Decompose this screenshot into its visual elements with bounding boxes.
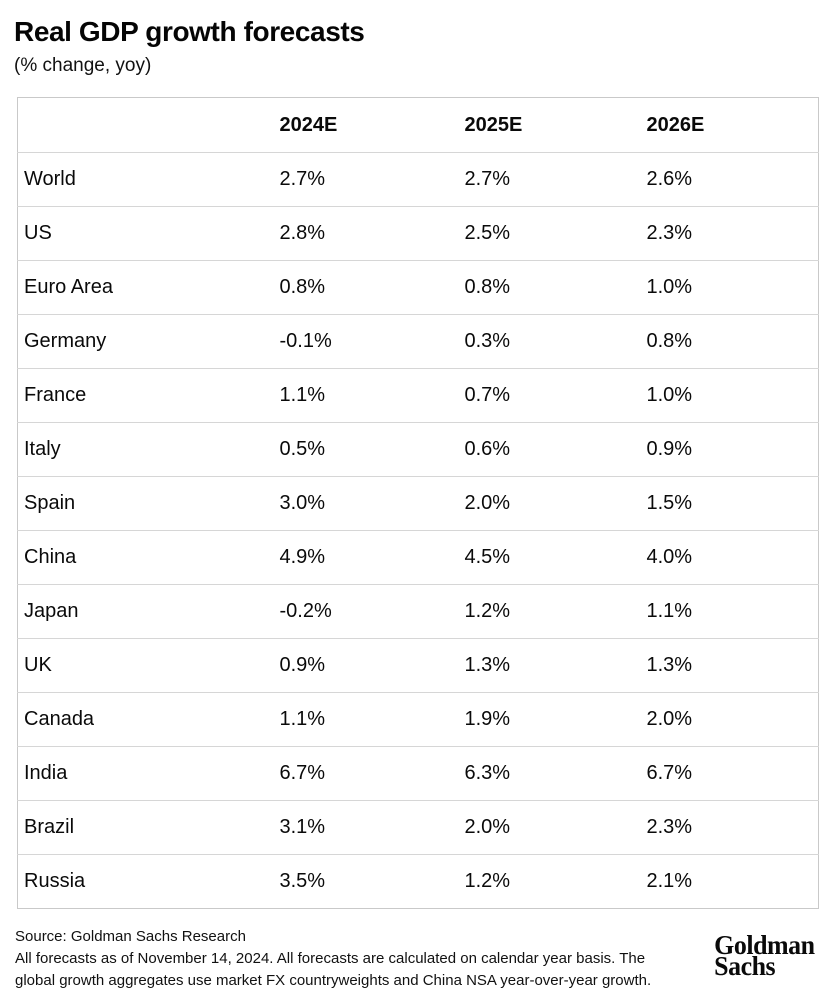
cell-2025e: 1.2% [464, 870, 511, 892]
source-line: Source: Goldman Sachs Research [15, 928, 246, 945]
table-row: India 6.7% 6.3% 6.7% [17, 746, 819, 801]
table-row: Italy 0.5% 0.6% 0.9% [17, 422, 819, 477]
row-label: Germany [17, 314, 274, 369]
table-row: France 1.1% 0.7% 1.0% [17, 368, 819, 423]
page-subtitle: (% change, yoy) [14, 55, 152, 76]
cell-2024e: 0.5% [273, 422, 459, 477]
cell-2026e: 2.3% [640, 800, 819, 855]
row-label: France [17, 368, 274, 423]
goldman-sachs-logo: Goldman Sachs [714, 930, 816, 981]
cell-2025e: 1.3% [458, 638, 641, 693]
cell-2026e: 2.0% [640, 692, 819, 747]
page-title: Real GDP growth forecasts [14, 16, 365, 47]
table-row: China 4.9% 4.5% 4.0% [17, 530, 819, 585]
column-header-2026e: 2026E [640, 97, 819, 153]
table-row: Spain 3.0% 2.0% 1.5% [17, 476, 819, 531]
cell-2025e: 0.3% [458, 314, 641, 369]
cell-2024e: 2.8% [273, 206, 459, 261]
cell-2026e: 6.7% [640, 746, 819, 801]
table-row: Euro Area 0.8% 0.8% 1.0% [17, 260, 819, 315]
table-row: Brazil 3.1% 2.0% 2.3% [17, 800, 819, 855]
row-label: Spain [17, 476, 274, 531]
cell-2024e: 0.8% [273, 260, 459, 315]
gdp-forecast-table: 2024E 2025E 2026E World 2.7% 2.7% 2.6% U… [17, 97, 819, 909]
cell-2026e: 2.1% [646, 870, 693, 892]
cell-2025e: 4.5% [458, 530, 641, 585]
row-label: Canada [17, 692, 274, 747]
cell-2024e: 3.5% [279, 870, 326, 892]
footer: Source: Goldman Sachs Research All forec… [14, 926, 816, 992]
cell-2026e: 2.6% [640, 152, 819, 207]
footnote: All forecasts as of November 14, 2024. A… [15, 950, 652, 989]
cell-2024e: 4.9% [273, 530, 459, 585]
cell-2026e: 2.3% [640, 206, 819, 261]
column-header-2025e: 2025E [458, 97, 641, 153]
cell-2025e: 0.6% [458, 422, 641, 477]
row-label: Japan [17, 584, 274, 639]
cell-2025e: 1.9% [458, 692, 641, 747]
row-label: India [17, 746, 274, 801]
footer-text: Source: Goldman Sachs Research All forec… [15, 926, 677, 992]
row-label: Russia [24, 870, 86, 892]
cell-2025e: 0.8% [458, 260, 641, 315]
table-header: 2024E 2025E 2026E [17, 97, 819, 153]
table-header-row: 2024E 2025E 2026E [17, 97, 819, 153]
table-row: UK 0.9% 1.3% 1.3% [17, 638, 819, 693]
row-label: China [17, 530, 274, 585]
table-row: Canada 1.1% 1.9% 2.0% [17, 692, 819, 747]
row-label: Euro Area [17, 260, 274, 315]
cell-2026e: 4.0% [640, 530, 819, 585]
cell-2026e: 1.5% [640, 476, 819, 531]
cell-2026e: 1.3% [640, 638, 819, 693]
cell-2024e: 0.9% [273, 638, 459, 693]
cell-2025e: 1.2% [458, 584, 641, 639]
logo-line-1: Goldman [714, 930, 816, 960]
table-row: World 2.7% 2.7% 2.6% [17, 152, 819, 207]
row-label: UK [17, 638, 274, 693]
cell-2024e: -0.1% [273, 314, 459, 369]
logo-line-2: Sachs [714, 951, 776, 981]
table-row: Germany -0.1% 0.3% 0.8% [17, 314, 819, 369]
cell-2026e: 1.1% [640, 584, 819, 639]
column-header-2024e: 2024E [273, 97, 459, 153]
cell-2024e: 1.1% [273, 368, 459, 423]
cell-2026e: 0.9% [640, 422, 819, 477]
cell-2025e: 0.7% [458, 368, 641, 423]
cell-2024e: -0.2% [273, 584, 459, 639]
cell-2026e: 1.0% [640, 368, 819, 423]
table-body: World 2.7% 2.7% 2.6% US 2.8% 2.5% 2.3% E… [17, 152, 819, 909]
cell-2025e: 2.0% [458, 476, 641, 531]
row-label: US [17, 206, 274, 261]
row-label: World [17, 152, 274, 207]
table-row: Russia 3.5% 1.2% 2.1% [18, 855, 819, 909]
cell-2024e: 1.1% [273, 692, 459, 747]
cell-2025e: 6.3% [458, 746, 641, 801]
cell-2024e: 6.7% [273, 746, 459, 801]
table-row: Japan -0.2% 1.2% 1.1% [17, 584, 819, 639]
column-header-blank [17, 97, 274, 153]
cell-2024e: 3.1% [273, 800, 459, 855]
row-label: Brazil [17, 800, 274, 855]
cell-2026e: 1.0% [640, 260, 819, 315]
cell-2025e: 2.5% [458, 206, 641, 261]
cell-2025e: 2.0% [458, 800, 641, 855]
cell-2025e: 2.7% [458, 152, 641, 207]
row-label: Italy [17, 422, 274, 477]
cell-2026e: 0.8% [640, 314, 819, 369]
cell-2024e: 3.0% [273, 476, 459, 531]
cell-2024e: 2.7% [273, 152, 459, 207]
table-row: US 2.8% 2.5% 2.3% [17, 206, 819, 261]
